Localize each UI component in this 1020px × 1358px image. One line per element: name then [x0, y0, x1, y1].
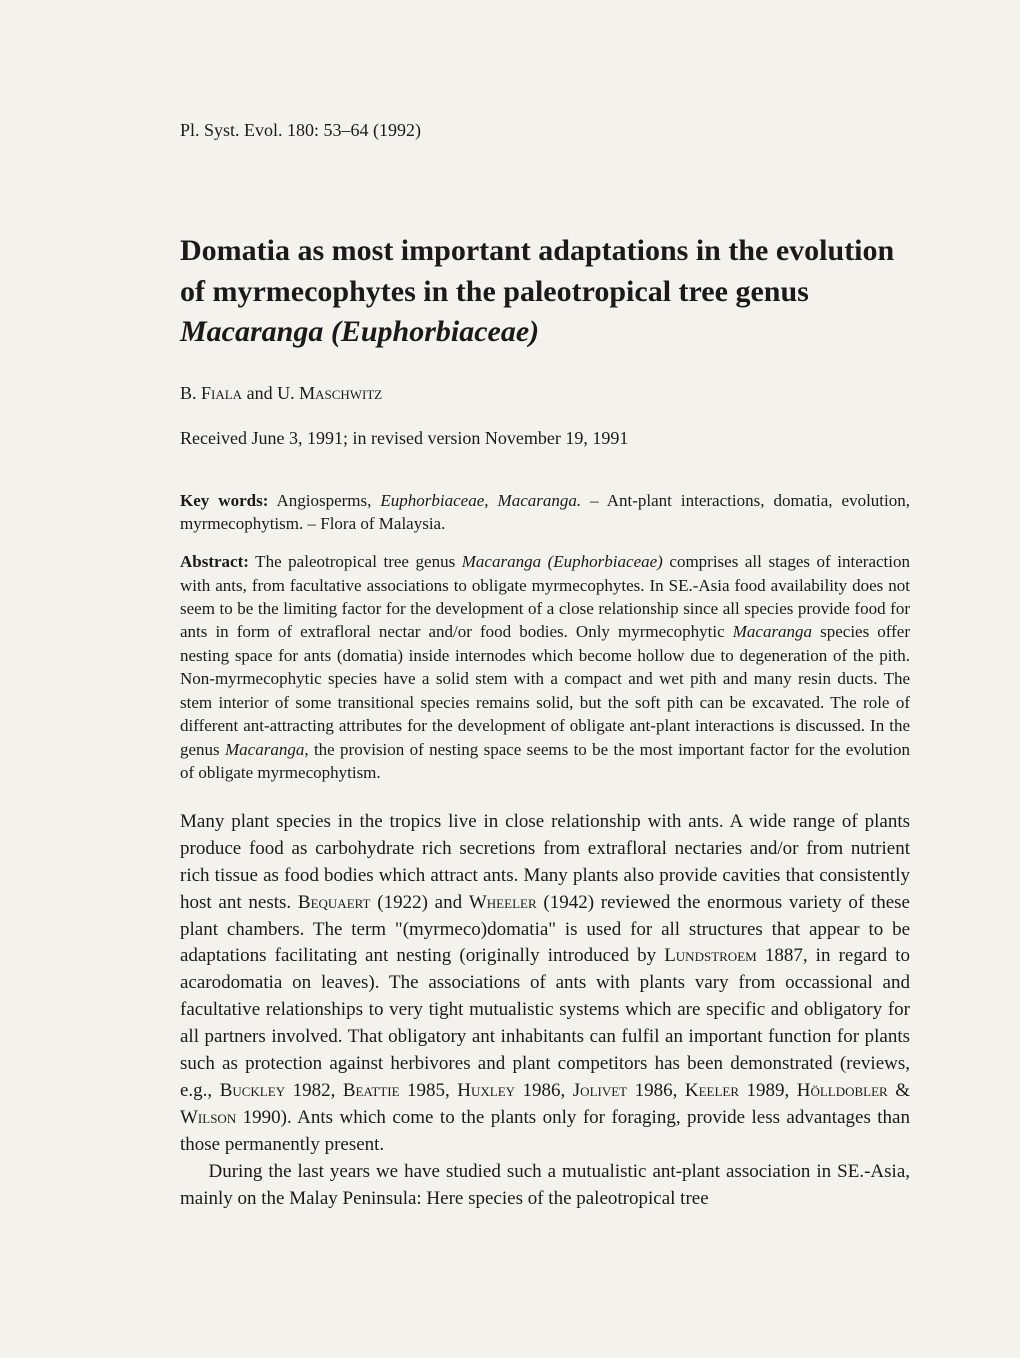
abstract-text-1: The paleotropical tree genus [249, 552, 462, 571]
paper-page: Pl. Syst. Evol. 180: 53–64 (1992) Domati… [0, 0, 1020, 1358]
title-genus: Macaranga (Euphorbiaceae) [180, 315, 539, 348]
p1-d: 1887, in regard to acarodomatia on leave… [180, 945, 910, 1101]
abstract-italic-3: Macaranga [225, 740, 304, 759]
body-paragraph-1: Many plant species in the tropics live i… [180, 809, 910, 1160]
keywords-text-1: Angiosperms, [268, 491, 380, 510]
p1-cite-huxley: Huxley [457, 1080, 515, 1101]
p1-b: (1922) and [370, 892, 468, 913]
p1-cite-wheeler: Wheeler [469, 892, 537, 913]
keywords-italic-1: Euphorbiaceae, Macaranga. [380, 491, 581, 510]
body-paragraph-2: During the last years we have studied su… [180, 1159, 910, 1213]
p1-cite-keeler: Keeler [685, 1080, 739, 1101]
received-date: Received June 3, 1991; in revised versio… [180, 428, 910, 449]
p1-cite-lundstroem: Lundstroem [664, 945, 757, 966]
p1-cite-bequaert: Bequaert [298, 892, 371, 913]
journal-reference: Pl. Syst. Evol. 180: 53–64 (1992) [180, 120, 910, 141]
abstract-italic-1: Macaranga (Euphorbiaceae) [462, 552, 663, 571]
author-surname-1: Fiala [201, 383, 242, 403]
author-mid: and U. [242, 383, 299, 403]
p1-e: 1982, [285, 1080, 343, 1101]
abstract-italic-2: Macaranga [733, 622, 812, 641]
author-surname-2: Maschwitz [299, 383, 382, 403]
p1-f: 1985, [400, 1080, 458, 1101]
keywords-label: Key words: [180, 491, 268, 510]
article-title: Domatia as most important adaptations in… [180, 231, 910, 353]
p1-cite-beattie: Beattie [343, 1080, 400, 1101]
authors-line: B. Fiala and U. Maschwitz [180, 383, 910, 404]
keywords-block: Key words: Angiosperms, Euphorbiaceae, M… [180, 489, 910, 537]
p1-g: 1986, [515, 1080, 573, 1101]
abstract-block: Abstract: The paleotropical tree genus M… [180, 550, 910, 785]
title-text: Domatia as most important adaptations in… [180, 234, 894, 308]
p1-h: 1986, [627, 1080, 685, 1101]
p1-cite-jolivet: Jolivet [573, 1080, 627, 1101]
p1-i: 1989, [739, 1080, 797, 1101]
abstract-text-3: species offer nesting space for ants (do… [180, 622, 910, 758]
author-prefix: B. [180, 383, 201, 403]
p1-j: 1990). Ants which come to the plants onl… [180, 1107, 910, 1155]
abstract-label: Abstract: [180, 552, 249, 571]
p1-cite-buckley: Buckley [220, 1080, 285, 1101]
